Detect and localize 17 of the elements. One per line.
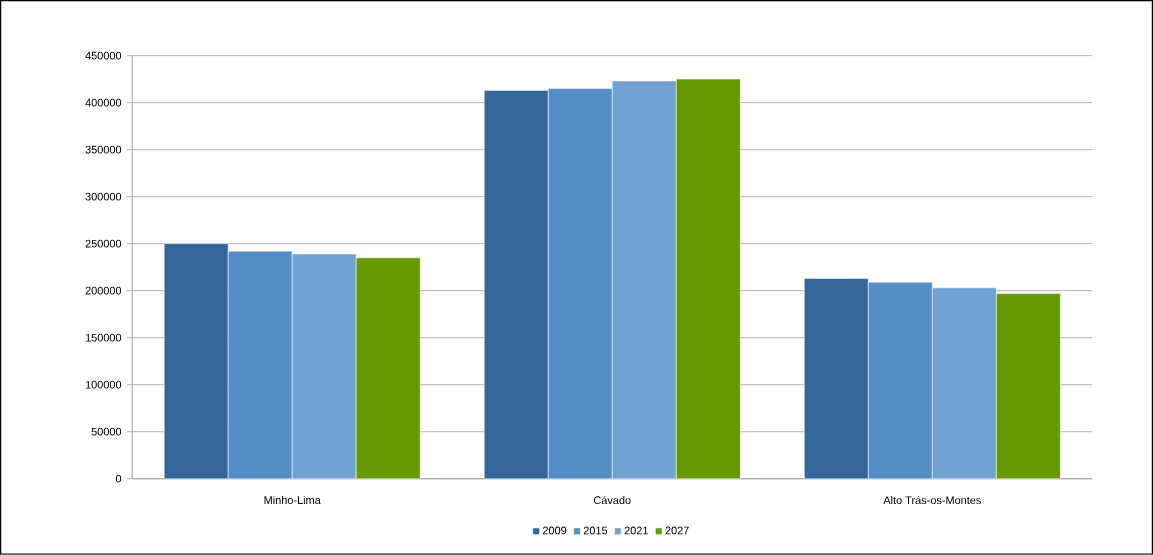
- legend-label: 2021: [624, 526, 648, 535]
- legend-label: 2009: [542, 526, 567, 535]
- y-tick-label: 0: [115, 474, 122, 483]
- y-tick-label: 150000: [85, 333, 122, 342]
- y-tick-label: 250000: [85, 239, 122, 248]
- x-tick-label: Minho-Lima: [264, 496, 321, 505]
- legend-label: 2027: [665, 526, 689, 535]
- y-tick-label: 200000: [85, 286, 122, 295]
- y-tick-label: 450000: [85, 51, 122, 60]
- y-tick-label: 100000: [85, 380, 122, 389]
- x-tick-label: Alto Trás-os-Montes: [883, 496, 981, 505]
- x-tick-label: Cávado: [593, 496, 631, 505]
- legend-label: 2015: [583, 526, 608, 535]
- y-tick-label: 350000: [85, 145, 122, 154]
- y-tick-label: 400000: [85, 98, 122, 107]
- y-tick-label: 300000: [85, 192, 122, 201]
- y-tick-label: 50000: [91, 427, 122, 436]
